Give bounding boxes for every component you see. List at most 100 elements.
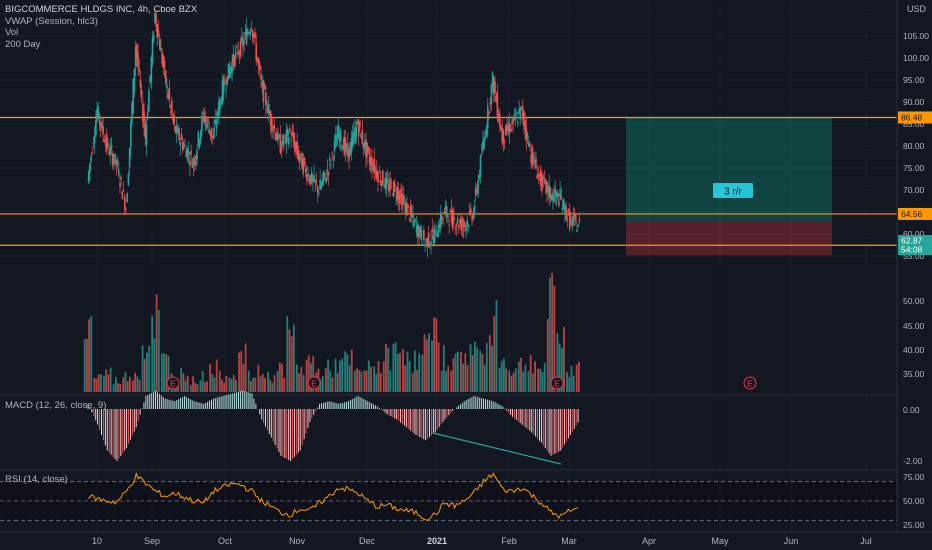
- candle-body[interactable]: [568, 210, 571, 229]
- candle-body[interactable]: [168, 88, 171, 100]
- candle-body[interactable]: [533, 160, 536, 164]
- candle-body[interactable]: [157, 30, 160, 37]
- candle-body[interactable]: [348, 148, 350, 160]
- candle-body[interactable]: [283, 142, 285, 144]
- candle-body[interactable]: [511, 122, 513, 123]
- candle-body[interactable]: [357, 125, 360, 137]
- candle-body[interactable]: [257, 58, 260, 67]
- candle-body[interactable]: [281, 135, 284, 146]
- candle-body[interactable]: [198, 139, 201, 147]
- candle-body[interactable]: [325, 177, 327, 183]
- candle-body[interactable]: [540, 169, 542, 187]
- candle-body[interactable]: [430, 241, 432, 244]
- candle-body[interactable]: [477, 180, 479, 195]
- candle-body[interactable]: [492, 77, 495, 95]
- candle-body[interactable]: [459, 220, 461, 224]
- candle-body[interactable]: [242, 38, 244, 48]
- candle-body[interactable]: [286, 128, 289, 135]
- candle-body[interactable]: [231, 61, 233, 74]
- candle-body[interactable]: [145, 124, 148, 146]
- candle-body[interactable]: [287, 137, 290, 145]
- candle-body[interactable]: [203, 115, 206, 123]
- candle-body[interactable]: [554, 188, 557, 194]
- candle-body[interactable]: [197, 131, 200, 145]
- candle-body[interactable]: [410, 213, 413, 218]
- candle-body[interactable]: [324, 173, 326, 175]
- candle-body[interactable]: [172, 114, 174, 121]
- candle-body[interactable]: [278, 136, 280, 137]
- candle-body[interactable]: [484, 136, 487, 138]
- candle-body[interactable]: [466, 219, 469, 225]
- reward-risk-annotation[interactable]: 3 r/r: [713, 183, 753, 198]
- candle-body[interactable]: [406, 203, 408, 216]
- candle-body[interactable]: [566, 218, 569, 220]
- candle-body[interactable]: [497, 114, 500, 121]
- candle-body[interactable]: [577, 225, 579, 228]
- candle-body[interactable]: [372, 167, 374, 171]
- candle-body[interactable]: [295, 142, 297, 149]
- candle-body[interactable]: [431, 228, 434, 232]
- candle-body[interactable]: [514, 114, 517, 121]
- candle-body[interactable]: [304, 168, 307, 172]
- candle-body[interactable]: [312, 177, 314, 181]
- candle-body[interactable]: [342, 146, 344, 150]
- candle-body[interactable]: [208, 129, 210, 134]
- candle-body[interactable]: [517, 121, 519, 124]
- candle-body[interactable]: [576, 229, 578, 232]
- candle-body[interactable]: [116, 162, 119, 165]
- candle-body[interactable]: [532, 156, 535, 159]
- candle-body[interactable]: [175, 125, 178, 133]
- rsi-pane[interactable]: [0, 471, 897, 521]
- candle-body[interactable]: [502, 129, 505, 144]
- candle-body[interactable]: [307, 173, 309, 177]
- candle-body[interactable]: [93, 136, 96, 143]
- candle-body[interactable]: [326, 169, 329, 171]
- candle-body[interactable]: [221, 80, 224, 104]
- candle-body[interactable]: [109, 147, 112, 155]
- candle-body[interactable]: [244, 32, 247, 34]
- candle-body[interactable]: [562, 199, 565, 209]
- level-price-label[interactable]: 64.56: [898, 207, 932, 220]
- candle-body[interactable]: [351, 132, 354, 146]
- candle-body[interactable]: [548, 185, 551, 198]
- candle-body[interactable]: [97, 106, 100, 117]
- candle-body[interactable]: [480, 154, 483, 156]
- candle-body[interactable]: [470, 208, 472, 213]
- candle-body[interactable]: [149, 75, 151, 83]
- candle-body[interactable]: [195, 155, 197, 167]
- earnings-marker[interactable]: E: [743, 376, 757, 390]
- candle-body[interactable]: [90, 156, 92, 163]
- candle-body[interactable]: [565, 207, 567, 220]
- candle-body[interactable]: [279, 134, 282, 154]
- candle-body[interactable]: [391, 195, 394, 197]
- candle-body[interactable]: [301, 153, 303, 170]
- candle-body[interactable]: [122, 190, 125, 192]
- candle-body[interactable]: [226, 76, 229, 85]
- candle-body[interactable]: [274, 133, 277, 140]
- candle-body[interactable]: [164, 70, 167, 84]
- candle-body[interactable]: [296, 141, 299, 155]
- candle-body[interactable]: [536, 175, 538, 179]
- candle-body[interactable]: [544, 180, 547, 185]
- candle-body[interactable]: [280, 147, 283, 152]
- candle-body[interactable]: [107, 142, 109, 148]
- candle-body[interactable]: [390, 183, 393, 184]
- candle-body[interactable]: [306, 174, 308, 181]
- candle-body[interactable]: [166, 84, 168, 89]
- candle-body[interactable]: [553, 195, 555, 203]
- candle-body[interactable]: [267, 104, 270, 114]
- candle-body[interactable]: [266, 109, 268, 112]
- candle-body[interactable]: [417, 223, 419, 236]
- candle-body[interactable]: [335, 134, 337, 140]
- candle-body[interactable]: [201, 115, 203, 131]
- candle-body[interactable]: [429, 243, 431, 248]
- candle-body[interactable]: [529, 143, 531, 147]
- candle-body[interactable]: [113, 161, 115, 163]
- candle-body[interactable]: [98, 114, 101, 123]
- candle-body[interactable]: [205, 123, 208, 128]
- candle-body[interactable]: [360, 133, 362, 138]
- candle-body[interactable]: [555, 192, 558, 197]
- candle-body[interactable]: [209, 130, 212, 136]
- candle-body[interactable]: [319, 180, 321, 190]
- candle-body[interactable]: [462, 219, 465, 228]
